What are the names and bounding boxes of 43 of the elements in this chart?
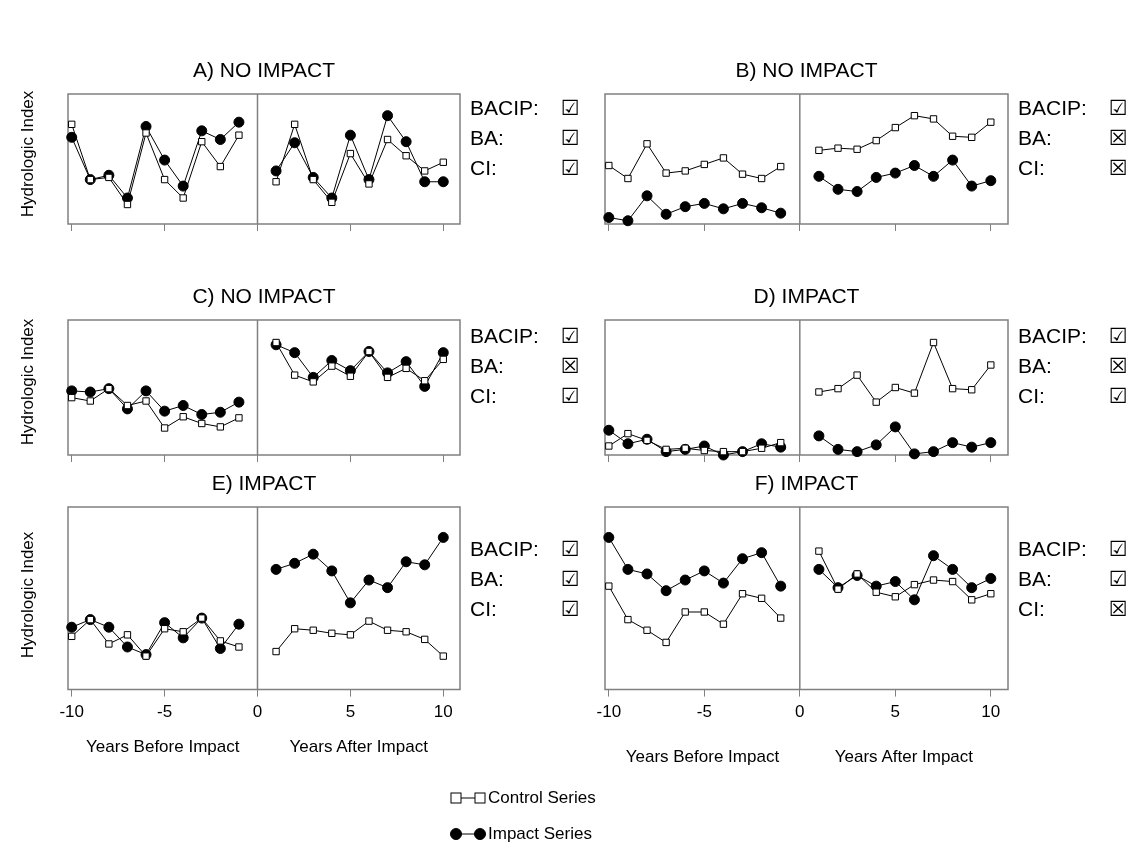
text: BACIP: ☑ [470, 537, 580, 561]
chart-title: A) NO IMPACT [193, 58, 335, 82]
y-axis-title: Hydrologic Index [18, 531, 38, 659]
x-tick-label: 0 [795, 702, 805, 722]
x-tick-label: -10 [59, 702, 84, 722]
x-tick-label: -10 [596, 702, 622, 722]
y-axis-title: Hydrologic Index [18, 318, 38, 446]
text: BA: ☒ [470, 354, 580, 378]
chart-title: F) IMPACT [754, 471, 859, 495]
text: CI: ☒ [1018, 597, 1128, 621]
x-axis-title: Years Before Impact [86, 737, 240, 757]
text: BA: ☑ [470, 125, 580, 150]
x-tick-label: 5 [890, 702, 901, 722]
y-axis-title: Hydrologic Index [18, 90, 38, 217]
x-axis-title: Years Before Impact [625, 747, 780, 767]
text: BACIP: ☑ [1018, 95, 1128, 120]
x-tick-label: 10 [433, 702, 453, 722]
x-tick-label: -5 [157, 702, 173, 722]
text: BA: ☒ [1018, 354, 1128, 378]
text: CI: ☑ [1018, 384, 1128, 408]
text: Years After Impact [289, 737, 428, 757]
text: CI: ☑ [470, 384, 580, 408]
x-tick-label: 10 [981, 702, 1001, 722]
chart-title: C) NO IMPACT [192, 284, 336, 308]
text: BACIP: ☑ [1018, 537, 1128, 561]
text: Years After Impact [834, 747, 974, 767]
text: BACIP: ☑ [1018, 324, 1128, 348]
x-tick-label: -5 [696, 702, 712, 722]
text: BA: ☒ [1018, 125, 1128, 150]
legend-label: Control Series [488, 788, 596, 808]
x-tick-label: 5 [345, 702, 356, 722]
text: CI: ☑ [470, 155, 580, 180]
text: BACIP: ☑ [470, 95, 580, 120]
text: BACIP: ☑ [470, 324, 580, 348]
chart-title: B) NO IMPACT [735, 58, 878, 82]
text: BA: ☑ [1018, 567, 1128, 591]
text: CI: ☒ [1018, 155, 1128, 180]
legend-label: Impact Series [488, 824, 592, 844]
x-tick-label: 0 [252, 702, 263, 722]
chart-title: D) IMPACT [753, 284, 860, 308]
text: BA: ☑ [470, 567, 580, 591]
chart-title: E) IMPACT [211, 471, 317, 495]
text: CI: ☑ [470, 597, 580, 621]
